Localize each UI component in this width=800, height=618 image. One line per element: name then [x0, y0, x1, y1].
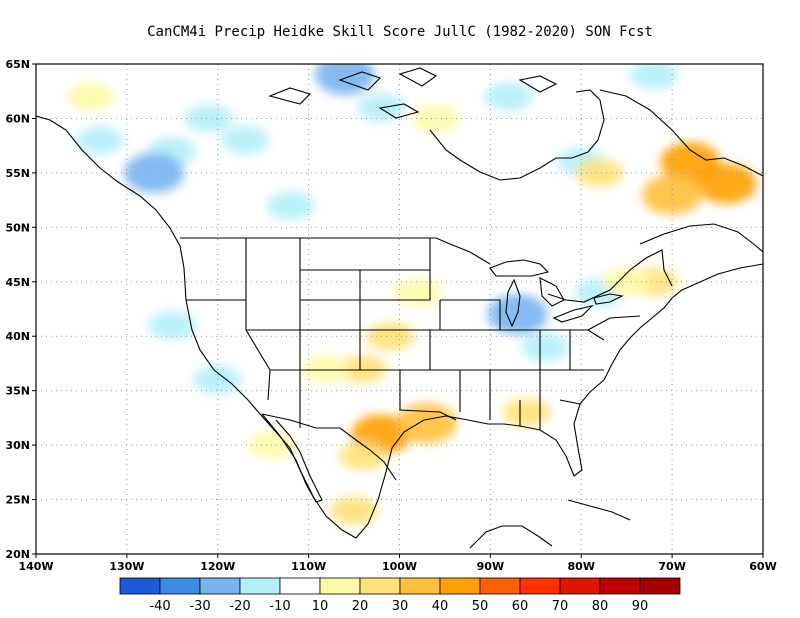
skill-region-35: [248, 431, 297, 460]
colorbar: -40 -30 -20 -10 10 20 30 40 50 60 70 80 90: [119, 577, 681, 614]
skill-region-21: [575, 158, 624, 187]
skill-region-36: [411, 104, 460, 133]
lon-tick-label: 130W: [109, 560, 144, 573]
colorbar-swatch: [399, 577, 441, 595]
skill-region-2: [184, 104, 233, 133]
coast-and-border-lines: [36, 67, 763, 549]
skill-region-13: [487, 294, 548, 335]
arctic-islands: [268, 67, 558, 119]
skill-region-7: [484, 82, 533, 111]
lat-lon-grid: [36, 64, 763, 554]
colorbar-swatch: [319, 577, 361, 595]
lon-tick-label: 70W: [658, 560, 685, 573]
colorbar-label: 80: [592, 599, 609, 614]
lat-tick-label: 20N: [5, 548, 30, 561]
skill-region-18: [75, 126, 124, 155]
colorbar-label: -10: [269, 599, 290, 614]
colorbar-label: 20: [352, 599, 369, 614]
skill-region-17: [284, 387, 333, 416]
colorbar-swatch: [599, 577, 641, 595]
lat-tick-label: 35N: [5, 385, 30, 398]
lake-michigan: [505, 278, 521, 328]
lon-tick-label: 80W: [568, 560, 595, 573]
colorbar-label: -30: [189, 599, 210, 614]
colorbar-label: 60: [512, 599, 529, 614]
colorbar-label: -40: [149, 599, 170, 614]
lon-tick-label: 110W: [291, 560, 326, 573]
coastline-yucatan: [469, 525, 553, 549]
lat-tick-label: 65N: [5, 58, 30, 71]
lat-tick-label: 30N: [5, 439, 30, 452]
border-us-canada: [180, 237, 673, 303]
skill-region-20: [696, 163, 757, 204]
lake-huron: [539, 277, 565, 307]
skill-region-34: [66, 82, 115, 111]
lon-tick-label: 140W: [18, 560, 53, 573]
colorbar-swatch: [279, 577, 321, 595]
skill-region-3: [221, 126, 270, 155]
state-lines: [186, 238, 641, 430]
colorbar-label: 90: [632, 599, 649, 614]
coastline-gulf: [355, 379, 605, 539]
skill-region-10: [148, 311, 197, 340]
colorbar-label: 30: [392, 599, 409, 614]
coastline-cuba: [567, 499, 631, 521]
coastline-labrador: [599, 89, 763, 177]
colorbar-label: 70: [552, 599, 569, 614]
skill-region-11: [266, 311, 315, 340]
lat-tick-label: 50N: [5, 221, 30, 234]
colorbar-swatch: [159, 577, 201, 595]
skill-region-29: [330, 496, 379, 525]
lat-tick-label: 40N: [5, 330, 30, 343]
colorbar-swatch: [559, 577, 601, 595]
colorbar-swatch: [119, 577, 161, 595]
skill-region-28: [302, 354, 351, 383]
colorbar-swatch: [199, 577, 241, 595]
coastline-st-lawrence: [639, 223, 763, 253]
skill-region-9: [629, 64, 678, 89]
skill-region-1: [124, 152, 185, 193]
lat-tick-label: 60N: [5, 112, 30, 125]
skill-region-6: [266, 191, 315, 220]
lat-tick-label: 25N: [5, 494, 30, 507]
skill-region-14: [475, 344, 524, 372]
skill-region-30: [502, 398, 551, 427]
lake-erie: [552, 305, 594, 323]
lon-tick-label: 60W: [749, 560, 776, 573]
longitude-tick-labels: 140W 130W 120W 110W 100W 90W 80W 70W 60W: [18, 554, 777, 573]
lat-tick-label: 45N: [5, 276, 30, 289]
colorbar-swatch: [479, 577, 521, 595]
colorbar-label: -20: [229, 599, 250, 614]
coastline-baja: [261, 413, 323, 503]
lake-superior: [489, 259, 550, 277]
colorbar-swatch: [519, 577, 561, 595]
coastline-east: [603, 263, 763, 381]
latitude-tick-labels: 65N 60N 55N 50N 45N 40N 35N 30N 25N 20N: [5, 58, 36, 561]
colorbar-swatch: [239, 577, 281, 595]
lat-tick-label: 55N: [5, 167, 30, 180]
skill-score-shading: [66, 64, 757, 525]
colorbar-swatch: [359, 577, 401, 595]
colorbar-swatch: [439, 577, 481, 595]
skill-region-25: [339, 442, 388, 470]
skill-region-24: [396, 403, 457, 444]
skill-region-12: [520, 333, 569, 362]
lon-tick-label: 100W: [382, 560, 417, 573]
colorbar-label: 40: [432, 599, 449, 614]
skill-region-26: [366, 322, 415, 351]
map-title: CanCM4i Precip Heidke Skill Score JullC …: [147, 24, 653, 40]
lon-tick-label: 120W: [200, 560, 235, 573]
border-us-mexico: [261, 413, 397, 481]
colorbar-swatch: [639, 577, 681, 595]
coastline-hudson-bay: [429, 89, 605, 181]
skill-region-31: [393, 278, 442, 307]
lon-tick-label: 90W: [477, 560, 504, 573]
colorbar-label: 50: [472, 599, 489, 614]
lake-ontario: [593, 293, 624, 305]
colorbar-label: 10: [312, 599, 329, 614]
skill-region-27: [339, 354, 388, 383]
